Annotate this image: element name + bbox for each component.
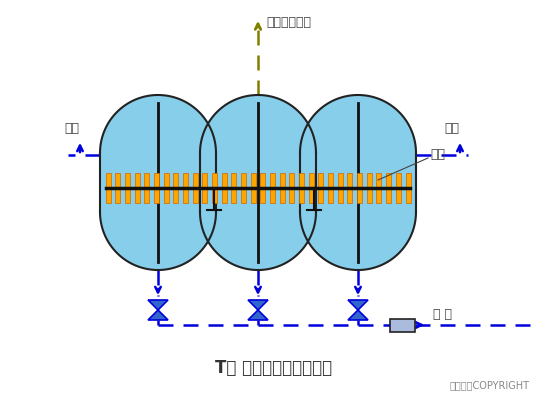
Bar	[406, 173, 410, 203]
Bar	[390, 318, 415, 332]
Bar	[260, 173, 265, 203]
Text: 进 水: 进 水	[433, 308, 452, 322]
Bar	[221, 173, 227, 203]
Bar	[100, 153, 216, 212]
Bar	[144, 173, 149, 203]
Polygon shape	[248, 310, 268, 320]
Polygon shape	[348, 300, 368, 310]
Bar	[347, 173, 352, 203]
Bar	[328, 173, 333, 203]
Bar	[318, 173, 323, 203]
Ellipse shape	[300, 154, 416, 270]
Text: 转刷: 转刷	[430, 148, 445, 162]
Polygon shape	[148, 300, 168, 310]
Bar	[270, 173, 275, 203]
Text: 出水: 出水	[65, 122, 79, 135]
Polygon shape	[248, 300, 268, 310]
Bar	[357, 173, 362, 203]
Text: 剩余污泥排放: 剩余污泥排放	[266, 16, 311, 29]
Ellipse shape	[100, 95, 216, 211]
Text: 东方仿真COPYRIGHT: 东方仿真COPYRIGHT	[450, 380, 530, 390]
Ellipse shape	[100, 154, 216, 270]
Bar	[202, 173, 207, 203]
Bar	[289, 173, 294, 203]
Bar	[386, 173, 391, 203]
Bar	[154, 173, 159, 203]
Text: 出水: 出水	[444, 122, 460, 135]
Bar	[396, 173, 401, 203]
Bar	[309, 173, 313, 203]
Bar	[200, 153, 316, 212]
Bar	[192, 173, 198, 203]
Ellipse shape	[200, 95, 316, 211]
Bar	[212, 173, 217, 203]
Bar	[250, 173, 256, 203]
Bar	[125, 173, 130, 203]
Bar	[299, 173, 304, 203]
Polygon shape	[148, 310, 168, 320]
Bar	[106, 173, 111, 203]
Bar	[338, 173, 342, 203]
Bar	[300, 153, 416, 212]
Bar	[134, 173, 140, 203]
Ellipse shape	[300, 95, 416, 211]
Bar	[200, 153, 316, 212]
Polygon shape	[348, 310, 368, 320]
Bar	[100, 153, 216, 212]
Ellipse shape	[200, 154, 316, 270]
Bar	[367, 173, 372, 203]
Bar	[300, 153, 416, 212]
Bar	[163, 173, 169, 203]
Bar	[183, 173, 188, 203]
Bar	[173, 173, 178, 203]
Bar	[279, 173, 285, 203]
Bar	[376, 173, 381, 203]
Bar	[241, 173, 246, 203]
Text: T型 氧化沟系统工艺流程: T型 氧化沟系统工艺流程	[215, 359, 333, 377]
Bar	[231, 173, 236, 203]
Bar	[115, 173, 120, 203]
